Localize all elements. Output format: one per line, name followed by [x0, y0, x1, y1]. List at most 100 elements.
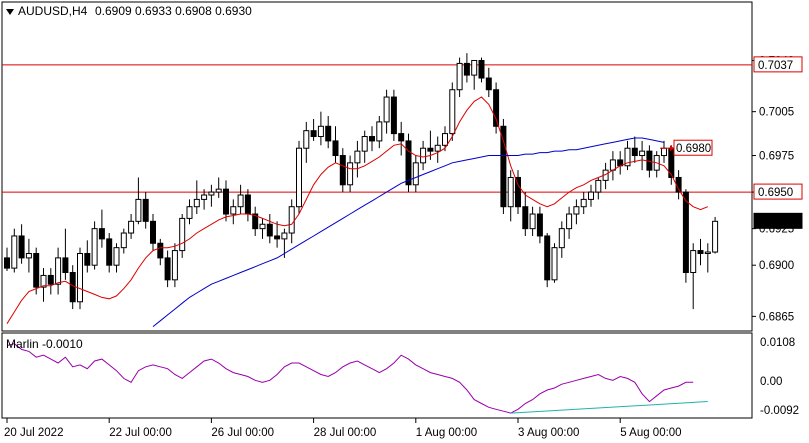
candle-body — [449, 89, 456, 135]
candle-body — [11, 235, 18, 269]
candle-body — [237, 194, 244, 208]
candle-body — [485, 77, 492, 91]
candle-body — [120, 232, 127, 249]
candle-body — [33, 253, 40, 288]
candle-body — [434, 144, 441, 152]
candle-body — [266, 223, 273, 237]
candle-body — [142, 198, 149, 222]
level-tag-text: 0.7037 — [758, 60, 793, 72]
candle-body — [215, 188, 222, 193]
time-tick-label: 20 Jul 2022 — [4, 427, 63, 439]
candle-body — [704, 251, 711, 255]
moving-averages — [6, 96, 708, 327]
candle-body — [18, 235, 25, 259]
candle-body — [369, 136, 375, 142]
target-tag-box — [673, 139, 713, 156]
price-tick-label: 0.6900 — [759, 260, 794, 272]
candle-body — [135, 198, 142, 222]
candle-body — [456, 62, 463, 91]
candle-body — [383, 96, 390, 123]
candle-body — [690, 250, 697, 274]
candle-body — [442, 133, 448, 146]
candle-body — [376, 121, 383, 142]
collapse-triangle-icon[interactable] — [6, 9, 14, 15]
candle-body — [40, 274, 47, 288]
candle-body — [332, 140, 339, 157]
candle-body — [274, 235, 281, 240]
candle-body — [588, 191, 594, 200]
candle-body — [171, 250, 178, 281]
candle-body — [339, 155, 346, 186]
target-arrow-icon — [670, 145, 674, 152]
fast-ma-line — [6, 96, 708, 324]
candle-body — [310, 130, 317, 138]
candle-body — [427, 147, 434, 152]
horizontal-levels — [2, 64, 752, 193]
candle-body — [682, 191, 689, 274]
candle-body — [201, 194, 208, 200]
candle-body — [106, 238, 113, 266]
candle-body — [507, 176, 514, 208]
candle-body — [544, 235, 551, 281]
candle-body — [281, 232, 288, 240]
candle-body — [500, 125, 507, 208]
level-tag-text: 0.6950 — [758, 187, 793, 199]
candle-body — [193, 198, 200, 208]
candle-body — [223, 188, 229, 215]
candle-body — [558, 228, 565, 249]
target-tag-text: 0.6980 — [676, 143, 711, 155]
candle-body — [595, 179, 602, 193]
candle-body — [697, 250, 704, 255]
candle-body — [252, 213, 259, 230]
candle-body — [244, 194, 251, 215]
candle-body — [624, 147, 631, 167]
time-tick-label: 26 Jul 00:00 — [211, 427, 274, 439]
price-tick-label: 0.6865 — [759, 311, 794, 323]
candle-body — [712, 220, 719, 253]
price-tags: 0.7037 0.6950 0.6980 0.6930 — [660, 56, 803, 229]
candle-body — [150, 220, 156, 244]
level-tag-box — [753, 183, 803, 200]
current-price-tag-text: 0.6930 — [758, 216, 793, 228]
symbol-label: AUDUSD,H4 — [18, 4, 88, 18]
slow-ma-line — [152, 137, 665, 327]
candle-body — [361, 136, 368, 152]
candle-body — [390, 96, 397, 135]
candle-body — [128, 220, 135, 234]
candle-body — [84, 253, 91, 266]
candle-body — [529, 213, 536, 230]
candle-body — [515, 176, 521, 208]
candle-body — [208, 191, 215, 196]
candle-body — [259, 223, 266, 230]
candle-body — [296, 147, 302, 208]
time-tick-label: 1 Aug 00:00 — [416, 427, 477, 439]
candle-body — [522, 206, 529, 230]
candle-body — [25, 253, 32, 259]
candle-body — [580, 198, 587, 208]
candle-body — [157, 242, 164, 259]
candle-body — [573, 206, 580, 215]
candle-body — [551, 247, 558, 281]
divergence-line — [510, 401, 708, 414]
price-pane — [1, 1, 753, 332]
candle-body — [179, 217, 186, 252]
candle-body — [113, 247, 120, 266]
candle-body — [62, 257, 69, 274]
candle-body — [639, 150, 646, 157]
candle-body — [566, 213, 573, 230]
time-tick-label: 5 Aug 00:00 — [620, 427, 681, 439]
candle-body — [91, 228, 98, 266]
candle-body — [631, 147, 638, 157]
marlin-line — [6, 343, 694, 414]
level-tag-box — [753, 56, 803, 73]
candle-body — [317, 125, 324, 138]
candle-body — [77, 253, 83, 303]
candle-body — [471, 59, 478, 76]
candle-body — [398, 133, 405, 142]
candle-body — [405, 140, 412, 186]
candle-body — [47, 274, 54, 285]
candles — [4, 53, 719, 310]
candle-body — [69, 272, 76, 303]
indicator-scale-top: 0.0108 — [760, 337, 795, 349]
